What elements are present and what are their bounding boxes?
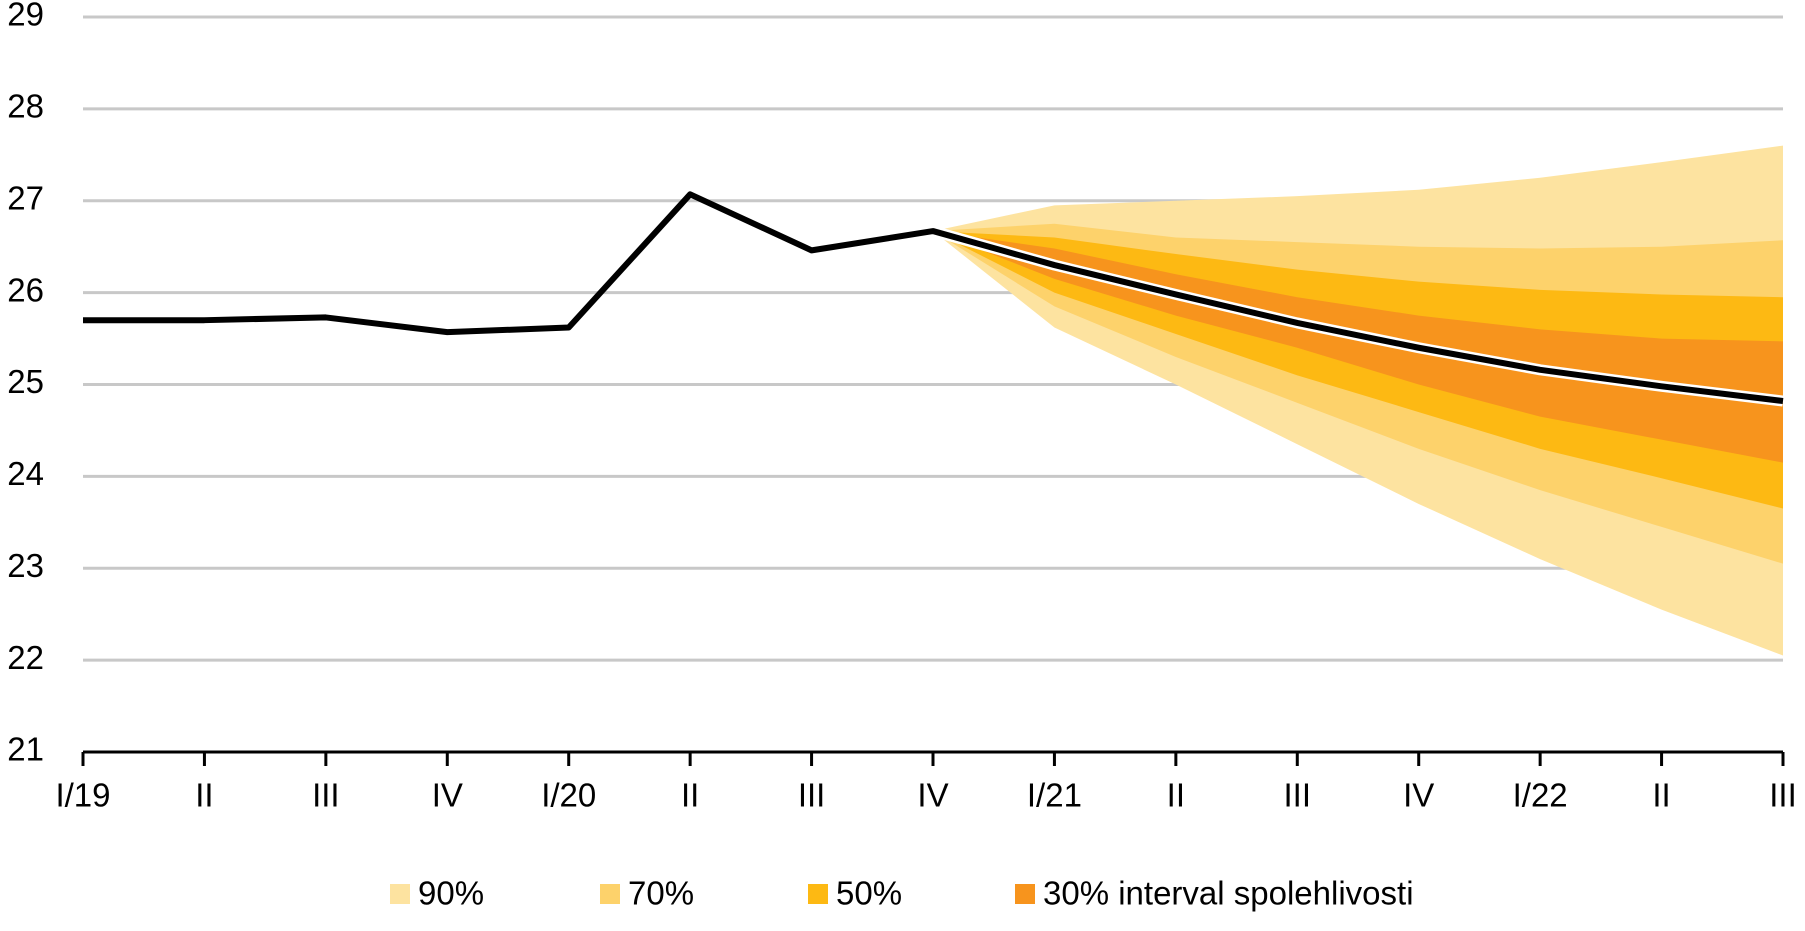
x-tick-label: III bbox=[1769, 777, 1797, 814]
x-tick-label: I/20 bbox=[541, 777, 596, 814]
legend-label: 70% bbox=[628, 875, 694, 912]
legend-label: 50% bbox=[836, 875, 902, 912]
y-tick-label: 24 bbox=[7, 455, 44, 492]
line bbox=[83, 191, 1784, 405]
y-tick-label: 22 bbox=[7, 639, 44, 676]
x-tick-label: II bbox=[195, 777, 213, 814]
legend-label: 90% bbox=[418, 875, 484, 912]
x-tick-label: I/21 bbox=[1027, 777, 1082, 814]
y-tick-label: 21 bbox=[7, 731, 44, 768]
legend-swatch bbox=[1015, 884, 1035, 904]
legend-label: 30% interval spolehlivosti bbox=[1043, 875, 1414, 912]
legend-swatch bbox=[390, 884, 410, 904]
x-tick-label: III bbox=[1284, 777, 1312, 814]
x-tick-label: II bbox=[681, 777, 699, 814]
y-tick-label: 26 bbox=[7, 271, 44, 308]
y-tick-label: 28 bbox=[7, 88, 44, 125]
x-tick-label: II bbox=[1652, 777, 1670, 814]
y-tick-label: 25 bbox=[7, 363, 44, 400]
x-tick-label: II bbox=[1167, 777, 1185, 814]
y-tick-label: 27 bbox=[7, 179, 44, 216]
legend-swatch bbox=[808, 884, 828, 904]
y-tick-label: 23 bbox=[7, 547, 44, 584]
legend-swatch bbox=[600, 884, 620, 904]
x-tick-label: IV bbox=[432, 777, 463, 814]
x-tick-label: IV bbox=[917, 777, 948, 814]
x-tick-label: III bbox=[798, 777, 826, 814]
x-tick-label: I/19 bbox=[55, 777, 110, 814]
y-tick-label: 29 bbox=[7, 0, 44, 33]
x-tick-label: III bbox=[312, 777, 340, 814]
x-tick-label: IV bbox=[1403, 777, 1434, 814]
x-tick-label: I/22 bbox=[1513, 777, 1568, 814]
